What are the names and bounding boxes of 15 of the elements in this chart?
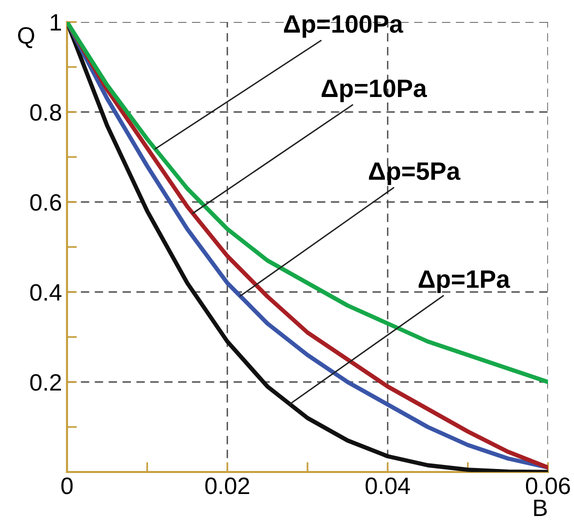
x-tick-label: 0.06 [526,477,570,494]
y-axis-title: Q [18,27,34,48]
x-tick-label: 0.02 [205,477,250,494]
x-tick-label: 0 [61,477,73,494]
y-tick-label: 0.8 [30,104,62,121]
annotation: Δp=1Pa [418,270,510,293]
y-tick-label: 0.2 [30,374,61,391]
annotation: Δp=100Pa [284,15,404,38]
annotation: Δp=10Pa [322,79,428,102]
y-tick-label: 0.6 [30,194,62,211]
y-tick-label: 0.4 [30,284,62,301]
annotation: Δp=5Pa [368,162,460,185]
x-axis-title: B [534,500,547,516]
x-tick-label: 0.04 [366,477,410,494]
y-tick-label: 1 [50,14,61,31]
